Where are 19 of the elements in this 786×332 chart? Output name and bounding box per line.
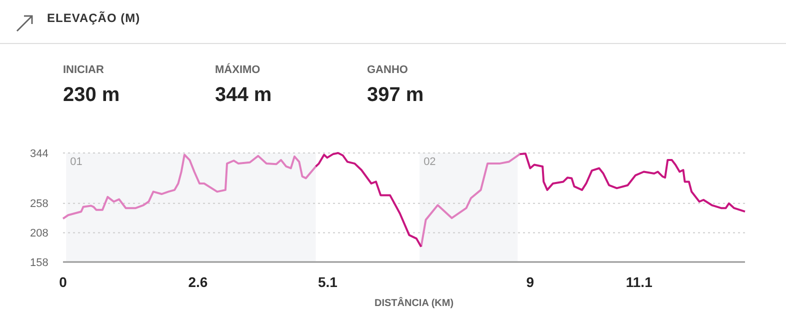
text: 397 m xyxy=(367,84,424,106)
y-tick-label: 258 xyxy=(30,198,48,210)
y-tick-label: 344 xyxy=(30,148,48,160)
text: INICIAR xyxy=(63,64,104,76)
y-tick-label: 158 xyxy=(30,256,48,269)
x-tick-label: 5.1 xyxy=(318,274,338,290)
band-label: 02 xyxy=(424,156,436,168)
text: 230 m xyxy=(63,84,120,106)
x-axis-title: DISTÂNCIA (KM) xyxy=(374,297,454,309)
x-tick-label: 2.6 xyxy=(188,274,208,290)
text: GANHO xyxy=(367,64,408,76)
chart-title: ELEVAÇÃO (M) xyxy=(47,11,140,25)
y-tick-label: 208 xyxy=(30,228,48,240)
x-tick-label: 0 xyxy=(59,274,68,290)
x-tick-label: 11.1 xyxy=(626,274,653,290)
text: MÁXIMO xyxy=(215,63,261,76)
band-label: 01 xyxy=(70,156,82,168)
x-tick-label: 9 xyxy=(526,274,534,290)
text: 344 m xyxy=(215,84,272,106)
